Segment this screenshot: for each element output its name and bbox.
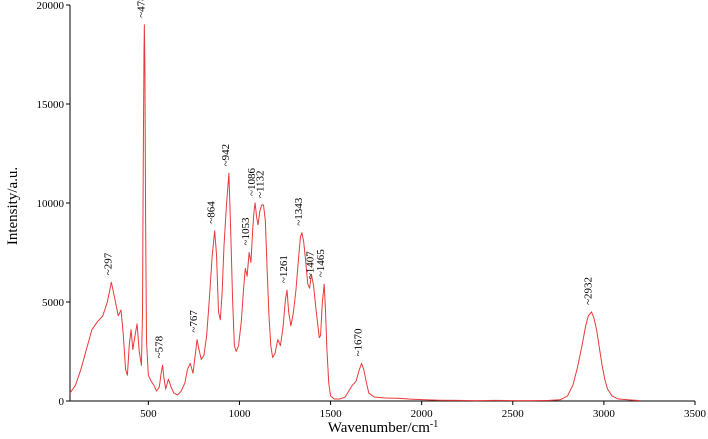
peak-label: ~1407 (305, 251, 317, 279)
peak-label: ~767 (188, 310, 200, 333)
y-tick-label: 10000 (37, 198, 65, 210)
y-axis-title: Intensity/a.u. (5, 167, 21, 245)
x-tick-label: 1500 (320, 408, 343, 420)
x-axis-title-superscript: -1 (430, 419, 438, 430)
x-tick-label: 1000 (228, 408, 251, 420)
x-axis-title-main: Wavenumber/cm (328, 420, 430, 436)
peak-label: ~1132 (255, 170, 267, 198)
x-tick-label: 500 (140, 408, 157, 420)
peak-label: ~864 (206, 201, 218, 224)
peak-label: ~1053 (240, 217, 252, 245)
y-axis-title-group: Intensity/a.u. (5, 167, 21, 245)
peak-label: ~578 (154, 335, 166, 358)
y-tick-label: 5000 (42, 297, 65, 309)
y-tick-label: 15000 (37, 99, 65, 111)
peak-label: ~478 (135, 0, 147, 18)
peak-label: ~1670 (353, 328, 365, 356)
y-tick-label: 0 (59, 396, 65, 408)
peak-label: ~942 (220, 144, 232, 166)
peak-label: ~1465 (315, 249, 327, 277)
x-tick-label: 2500 (502, 408, 525, 420)
x-tick-label: 2000 (411, 408, 434, 420)
plot-area: 500 1000 1500 2000 2500 3000 3500 0 5000 10000 150… (37, 0, 707, 420)
peak-label: ~2932 (583, 277, 595, 305)
x-tick-label: 3500 (684, 408, 707, 420)
peak-label: ~1086 (246, 168, 258, 196)
peak-label: ~297 (102, 252, 114, 275)
spectrum-line (69, 24, 641, 402)
x-axis-title: Wavenumber/cm-1 (328, 419, 438, 436)
peak-label: ~1343 (293, 197, 305, 225)
y-tick-label: 20000 (37, 0, 65, 12)
x-tick-label: 3000 (593, 408, 616, 420)
peak-label: ~1261 (278, 255, 290, 283)
